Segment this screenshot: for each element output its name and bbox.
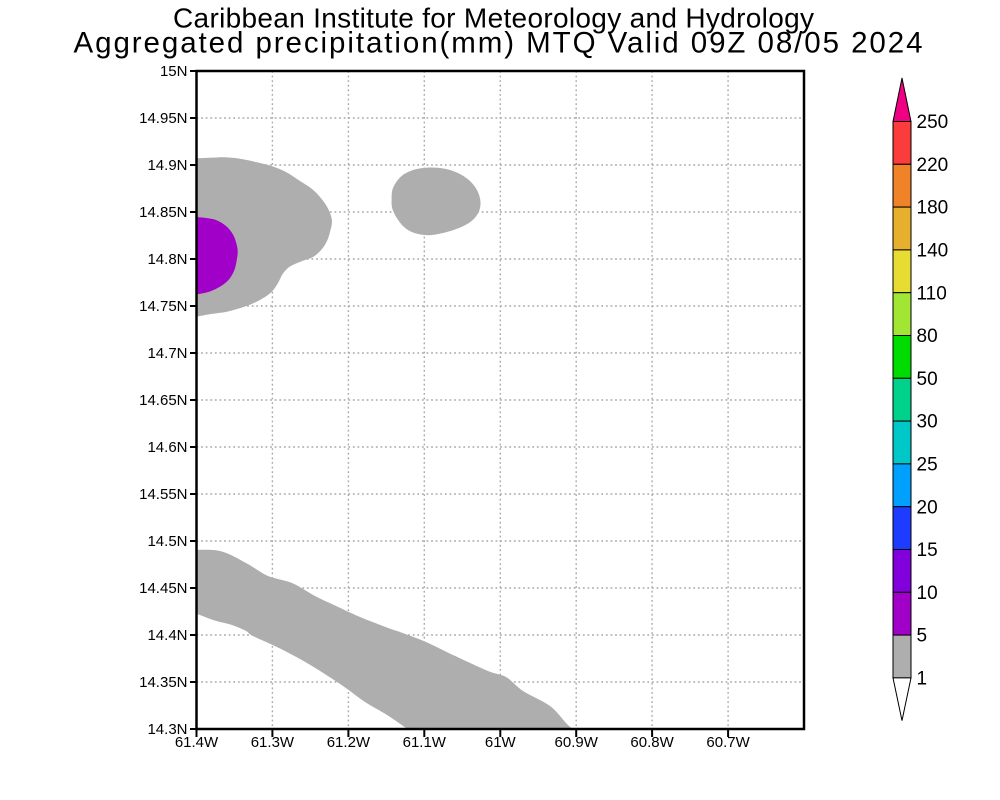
svg-text:180: 180	[917, 198, 949, 219]
svg-text:14.5N: 14.5N	[147, 533, 187, 550]
svg-text:14.95N: 14.95N	[139, 110, 187, 127]
svg-text:61.1W: 61.1W	[403, 734, 447, 751]
svg-text:Caribbean Institute for Meteor: Caribbean Institute for Meteorology and …	[173, 3, 814, 34]
svg-text:14.75N: 14.75N	[139, 298, 187, 315]
svg-text:15N: 15N	[160, 63, 188, 80]
svg-text:61W: 61W	[485, 734, 517, 751]
svg-text:14.4N: 14.4N	[147, 627, 187, 644]
svg-text:14.35N: 14.35N	[139, 674, 187, 691]
svg-text:14.7N: 14.7N	[147, 345, 187, 362]
svg-text:60.8W: 60.8W	[630, 734, 674, 751]
svg-text:1: 1	[917, 669, 928, 690]
svg-text:15: 15	[917, 540, 938, 561]
svg-text:Aggregated precipitation(mm) M: Aggregated precipitation(mm) MTQ Valid 0…	[74, 26, 923, 59]
svg-text:14.55N: 14.55N	[139, 486, 187, 503]
svg-text:140: 140	[917, 241, 949, 262]
svg-text:14.8N: 14.8N	[147, 251, 187, 268]
svg-text:50: 50	[917, 369, 938, 390]
svg-text:220: 220	[917, 155, 949, 176]
svg-text:80: 80	[917, 326, 938, 347]
svg-text:5: 5	[917, 626, 928, 647]
svg-text:60.7W: 60.7W	[706, 734, 750, 751]
svg-text:250: 250	[917, 112, 949, 133]
svg-text:30: 30	[917, 412, 938, 433]
svg-text:110: 110	[917, 283, 947, 304]
svg-text:14.65N: 14.65N	[139, 392, 187, 409]
svg-text:10: 10	[917, 583, 938, 604]
svg-text:60.9W: 60.9W	[555, 734, 599, 751]
svg-text:20: 20	[917, 497, 938, 518]
svg-text:61.2W: 61.2W	[327, 734, 371, 751]
svg-text:14.45N: 14.45N	[139, 580, 187, 597]
svg-text:61.4W: 61.4W	[175, 734, 219, 751]
svg-text:25: 25	[917, 455, 938, 476]
svg-text:61.3W: 61.3W	[251, 734, 295, 751]
svg-text:14.9N: 14.9N	[147, 157, 187, 174]
svg-text:14.85N: 14.85N	[139, 204, 187, 221]
svg-text:14.6N: 14.6N	[147, 439, 187, 456]
svg-text:14.3N: 14.3N	[147, 721, 187, 738]
